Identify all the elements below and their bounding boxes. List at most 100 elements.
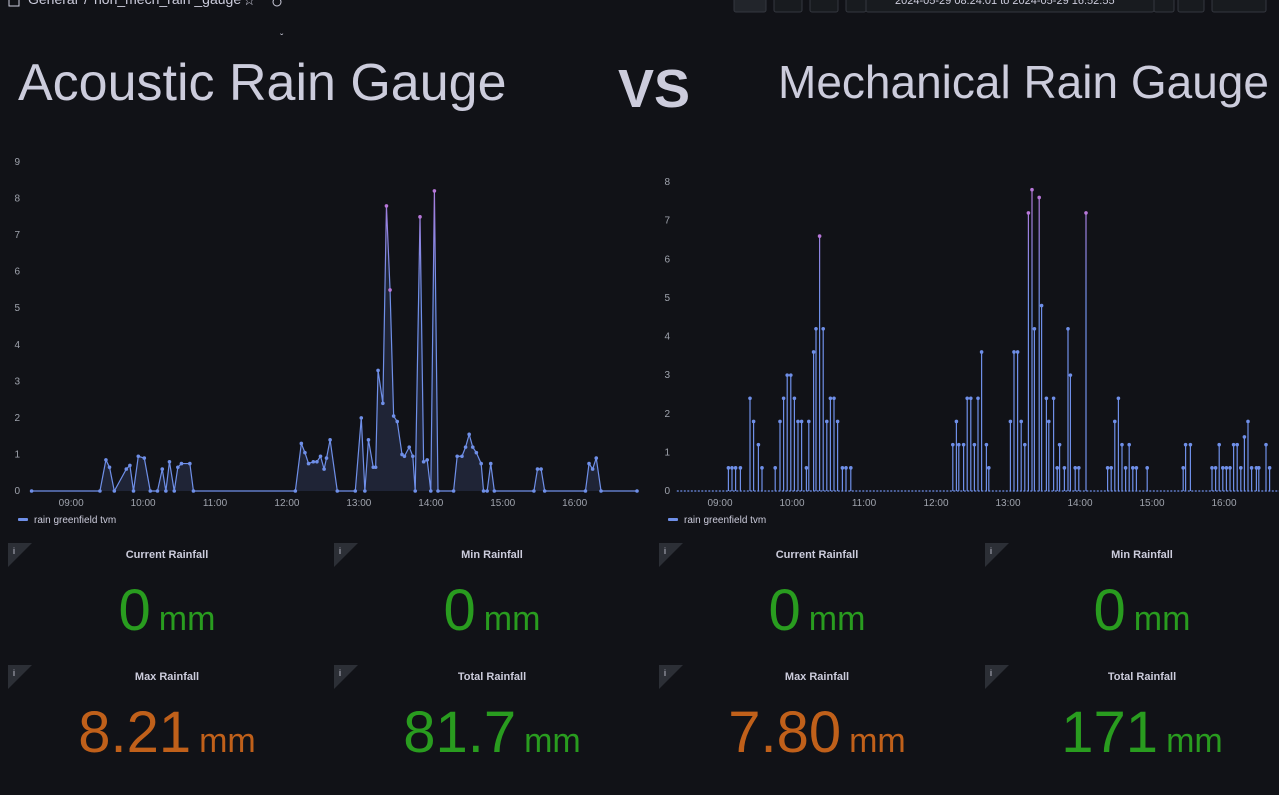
stat-value: 8.21 mm <box>78 700 256 765</box>
time-forward-button[interactable] <box>1153 0 1175 13</box>
point <box>1246 419 1250 424</box>
point <box>1131 466 1135 470</box>
point <box>1127 442 1131 447</box>
point <box>730 466 734 470</box>
point <box>1084 211 1088 215</box>
point <box>418 215 422 219</box>
x-tick-label: 11:00 <box>203 498 228 509</box>
stat-number: 7.80 <box>728 700 841 765</box>
point <box>590 467 595 471</box>
point <box>376 368 380 373</box>
time-back-button[interactable] <box>845 0 867 13</box>
point <box>979 350 984 354</box>
point <box>849 466 853 470</box>
point <box>1239 466 1243 470</box>
point <box>778 419 782 424</box>
point <box>1062 466 1067 470</box>
star-icon[interactable]: ☆ <box>243 0 256 8</box>
point <box>965 396 969 401</box>
point <box>164 489 168 493</box>
point <box>726 466 731 470</box>
legend-swatch <box>18 518 28 521</box>
point <box>1217 442 1221 447</box>
point <box>1221 466 1225 470</box>
y-tick-label: 2 <box>664 409 670 420</box>
y-tick-label: 1 <box>664 447 670 458</box>
point <box>124 467 129 471</box>
legend-swatch <box>668 518 678 521</box>
point <box>1026 211 1031 215</box>
breadcrumb-dashboard[interactable]: non_mech_rain _gauge <box>94 0 241 7</box>
info-icon: i <box>664 668 666 678</box>
share-icon[interactable] <box>272 0 282 7</box>
point <box>188 461 192 466</box>
breadcrumb-folder[interactable]: General <box>28 0 78 7</box>
point <box>155 489 160 493</box>
point <box>485 489 489 493</box>
point <box>1077 466 1081 470</box>
point <box>318 454 323 459</box>
point <box>474 450 479 455</box>
stat-value: 7.80 mm <box>728 700 906 765</box>
point <box>421 459 426 464</box>
point <box>1249 466 1254 470</box>
point <box>1224 466 1229 470</box>
x-tick-label: 15:00 <box>1139 498 1164 509</box>
point <box>429 489 433 493</box>
time-range[interactable]: 2024-05-29 08:24:01 to 2024-05-29 16:52:… <box>895 0 1115 7</box>
collapse-caret[interactable]: ˇ <box>280 32 284 44</box>
info-corner <box>659 665 683 689</box>
point <box>479 461 483 466</box>
point <box>987 466 991 470</box>
top-bar: General / non_mech_rain _gauge ☆ 2024-05… <box>8 0 1267 44</box>
point <box>1019 419 1023 424</box>
info-corner <box>985 543 1009 567</box>
add-panel-button[interactable] <box>733 0 767 13</box>
point <box>467 432 471 437</box>
stat-title: Current Rainfall <box>126 549 209 561</box>
point <box>395 419 400 424</box>
point <box>583 489 588 493</box>
point <box>1039 303 1044 308</box>
dashboard-icon <box>8 0 20 7</box>
y-tick-label: 9 <box>14 157 20 168</box>
point <box>1055 466 1059 470</box>
info-icon: i <box>339 668 341 678</box>
info-corner <box>334 543 358 567</box>
point <box>951 442 955 447</box>
point <box>821 326 825 331</box>
point <box>1231 442 1236 447</box>
y-tick-label: 6 <box>14 267 20 278</box>
point <box>388 288 392 292</box>
point <box>796 419 800 424</box>
point <box>781 396 786 401</box>
point <box>328 438 332 442</box>
refresh-button[interactable] <box>1211 0 1267 13</box>
settings-button[interactable] <box>809 0 839 13</box>
info-icon: i <box>339 546 341 556</box>
point <box>1008 419 1013 424</box>
stat-value: 171 mm <box>1061 700 1222 765</box>
y-tick-label: 5 <box>664 293 670 304</box>
point <box>1047 419 1051 424</box>
point <box>1044 396 1049 401</box>
point <box>957 442 961 447</box>
point <box>311 459 316 464</box>
stat-unit: mm <box>484 600 541 638</box>
point <box>407 445 412 449</box>
stat-number: 0 <box>1094 578 1126 643</box>
y-tick-label: 7 <box>664 216 670 227</box>
info-corner <box>8 543 32 567</box>
point <box>1134 466 1139 470</box>
y-tick-label: 3 <box>664 370 670 381</box>
stat-unit: mm <box>849 722 906 760</box>
stat-unit: mm <box>159 600 216 638</box>
info-icon: i <box>13 546 15 556</box>
save-button[interactable] <box>773 0 803 13</box>
point <box>832 396 836 401</box>
point <box>322 467 326 471</box>
point <box>969 396 973 401</box>
zoom-out-button[interactable] <box>1177 0 1205 13</box>
